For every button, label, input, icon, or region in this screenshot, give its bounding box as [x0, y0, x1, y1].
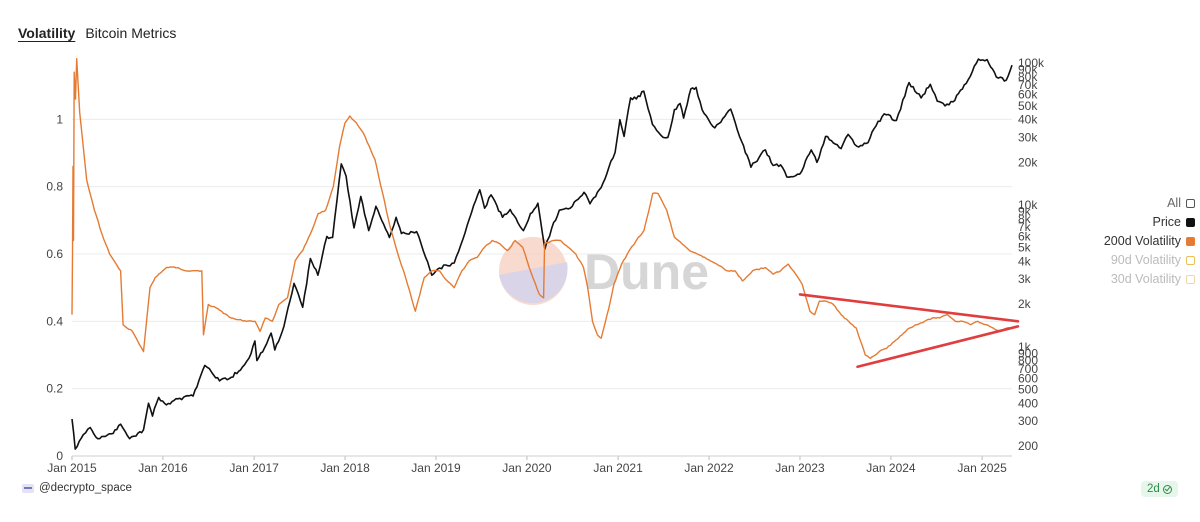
x-tick-label: Jan 2020 [502, 461, 552, 475]
y-right-tick-label: 80k [1018, 70, 1038, 84]
author-icon [22, 483, 34, 493]
x-tick-label: Jan 2024 [866, 461, 916, 475]
legend-label: 90d Volatility [1110, 253, 1181, 267]
y-left-tick-label: 0.2 [46, 382, 63, 396]
y-right-tick-label: 10k [1018, 198, 1038, 212]
y-right-tick-label: 900 [1018, 346, 1038, 360]
y-right-tick-label: 800 [1018, 354, 1038, 368]
y-left-tick-label: 1 [56, 112, 63, 126]
y-right-tick-label: 60k [1018, 88, 1038, 102]
y-left-tick-label: 0.4 [46, 314, 63, 328]
trendline-upper [798, 293, 1020, 323]
y-right-tick-label: 1k [1018, 340, 1032, 354]
swatch-icon [1186, 237, 1195, 246]
y-right-tick-label: 7k [1018, 220, 1032, 234]
y-right-tick-label: 50k [1018, 99, 1038, 113]
check-circle-icon [1162, 484, 1172, 494]
x-tick-label: Jan 2025 [957, 461, 1007, 475]
x-tick-label: Jan 2023 [775, 461, 825, 475]
legend-label: 30d Volatility [1110, 272, 1181, 286]
legend-label: 200d Volatility [1103, 234, 1181, 248]
y-right-tick-label: 600 [1018, 371, 1038, 385]
x-tick-label: Jan 2016 [138, 461, 188, 475]
y-right-tick-label: 200 [1018, 439, 1038, 453]
y-right-tick-label: 100k [1018, 56, 1045, 70]
y-left-tick-label: 0.8 [46, 180, 63, 194]
y-right-tick-label: 40k [1018, 113, 1038, 127]
y-left-tick-label: 0.6 [46, 247, 63, 261]
y-right-tick-label: 30k [1018, 130, 1038, 144]
watermark-logo-shade [499, 262, 568, 304]
refresh-badge[interactable]: 2d [1141, 481, 1178, 497]
watermark: Dune [499, 237, 709, 305]
legend-label: Price [1152, 215, 1181, 229]
refresh-age: 2d [1147, 483, 1160, 495]
y-left-tick-label: 0 [56, 449, 63, 463]
x-tick-label: Jan 2015 [47, 461, 97, 475]
y-right-tick-label: 3k [1018, 272, 1032, 286]
series [71, 58, 1013, 450]
trendline-lower [856, 325, 1020, 369]
author-credit[interactable]: @decrypto_space [22, 482, 132, 494]
y-right-tick-label: 90k [1018, 63, 1038, 77]
checkbox-icon [1186, 199, 1195, 208]
legend-item-30d-volatility[interactable]: 30d Volatility [1111, 270, 1195, 289]
swatch-icon [1186, 218, 1195, 227]
x-tick-label: Jan 2019 [411, 461, 461, 475]
y-right-tick-label: 6k [1018, 230, 1032, 244]
annotations [798, 293, 1020, 369]
tab-volatility[interactable]: Volatility [18, 25, 76, 41]
y-right-tick-label: 70k [1018, 78, 1038, 92]
swatch-icon [1186, 256, 1195, 265]
tab-bar: Volatility Bitcoin Metrics [18, 25, 176, 41]
x-tick-label: Jan 2017 [229, 461, 279, 475]
x-tick-label: Jan 2021 [593, 461, 643, 475]
y-right-tick-label: 400 [1018, 396, 1038, 410]
legend-item-90d-volatility[interactable]: 90d Volatility [1111, 251, 1195, 270]
y-right-tick-label: 8k [1018, 212, 1032, 226]
y-right-tick-label: 4k [1018, 254, 1032, 268]
y-right-tick-label: 20k [1018, 155, 1038, 169]
author-name: @decrypto_space [39, 482, 132, 494]
watermark-text: Dune [584, 244, 709, 300]
x-axis: Jan 2015 Jan 2016 Jan 2017 Jan 2018 Jan 2019… [47, 455, 1012, 475]
y-right-tick-label: 2k [1018, 297, 1032, 311]
tab-bitcoin-metrics[interactable]: Bitcoin Metrics [85, 25, 177, 41]
legend-item-all[interactable]: All [1167, 194, 1195, 213]
legend-item-200d-volatility[interactable]: 200d Volatility [1104, 232, 1195, 251]
x-tick-label: Jan 2022 [684, 461, 734, 475]
y-right-tick-label: 5k [1018, 241, 1032, 255]
y-right-tick-label: 300 [1018, 414, 1038, 428]
series-200d-volatility-line [71, 58, 1013, 360]
series-price-line [71, 58, 1013, 450]
x-tick-label: Jan 2018 [320, 461, 370, 475]
y-right-tick-label: 500 [1018, 383, 1038, 397]
legend: All Price 200d Volatility 90d Volatility… [1045, 194, 1195, 289]
y-right-tick-label: 9k [1018, 205, 1032, 219]
swatch-icon [1186, 275, 1195, 284]
legend-label: All [1167, 196, 1181, 210]
left-axis: 0 0.2 0.4 0.6 0.8 1 [46, 112, 63, 463]
y-right-tick-label: 700 [1018, 362, 1038, 376]
legend-item-price[interactable]: Price [1153, 213, 1195, 232]
